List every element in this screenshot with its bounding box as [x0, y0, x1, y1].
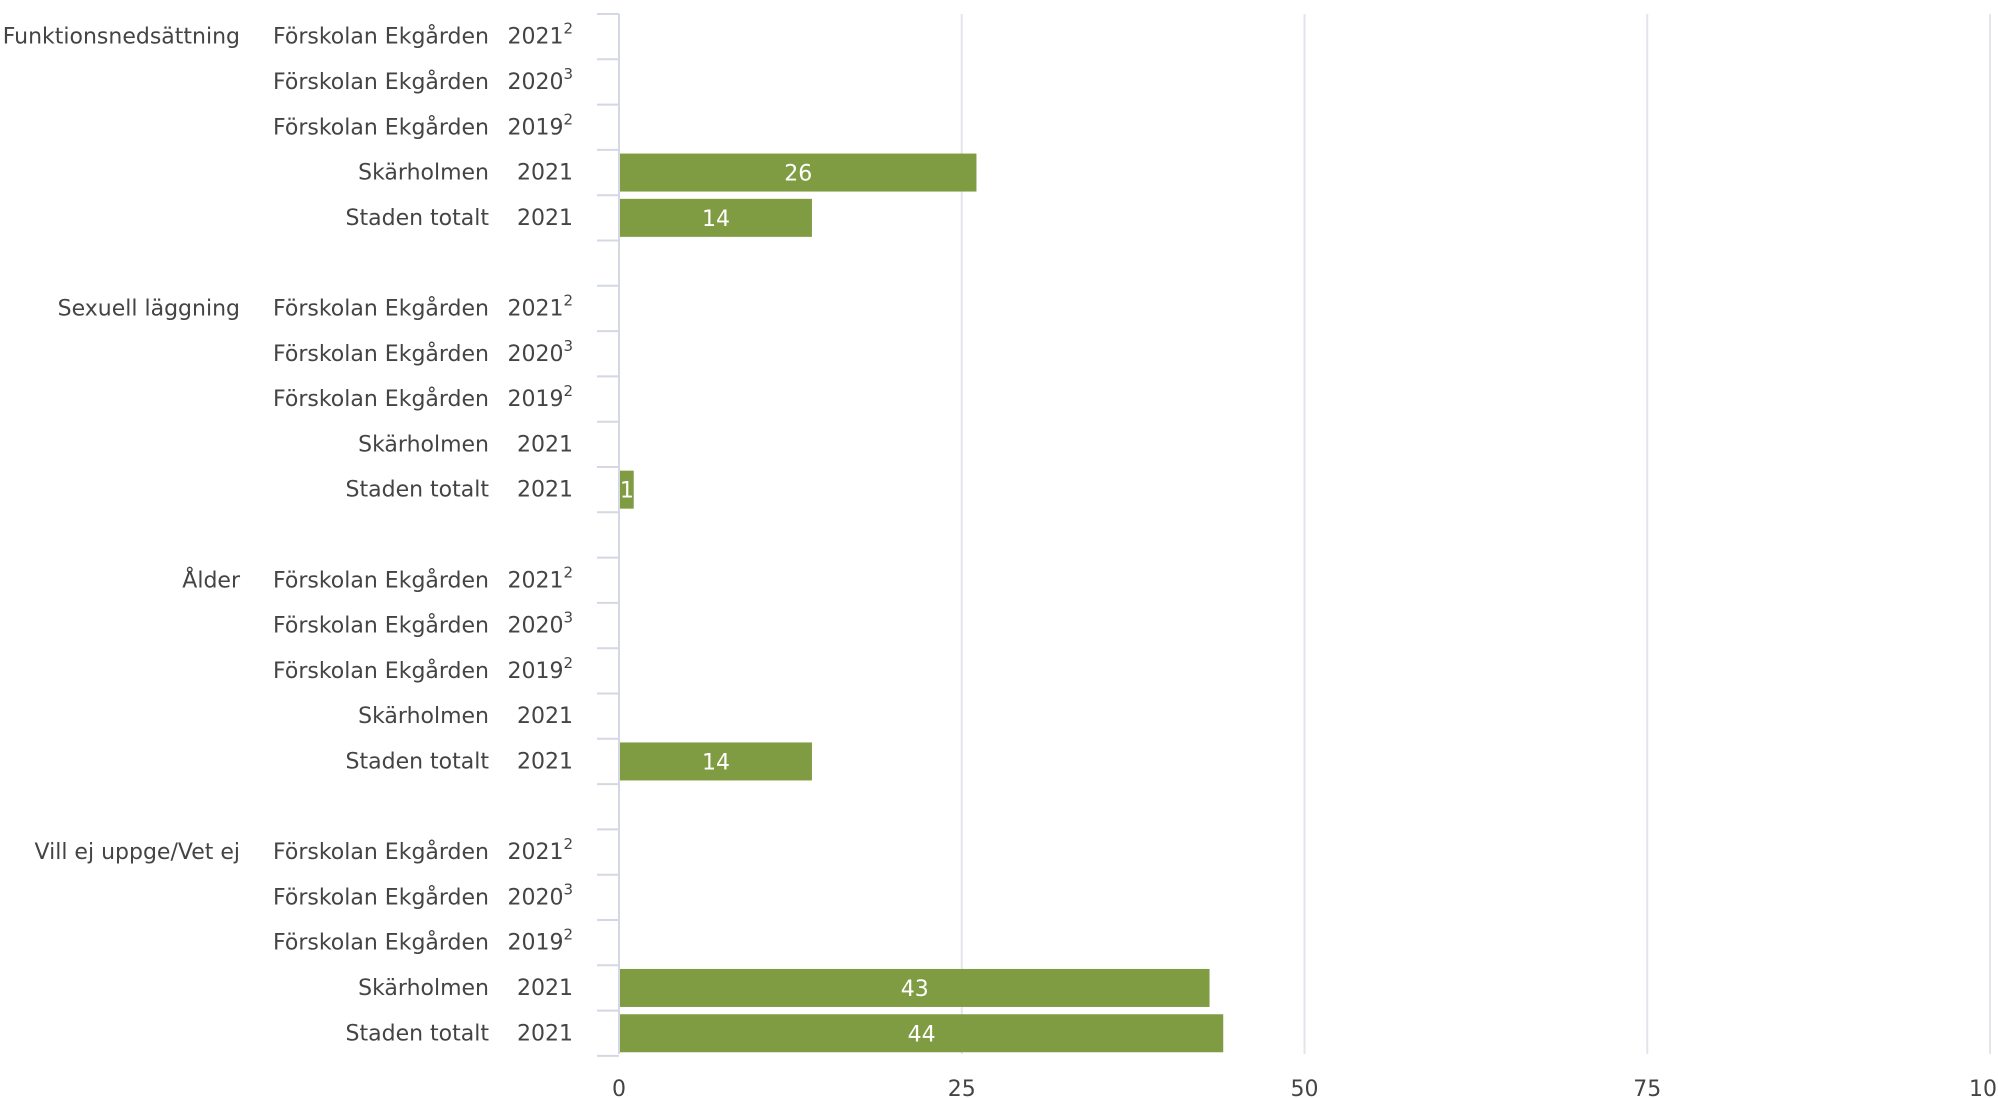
- category-label: Förskolan Ekgården: [273, 613, 489, 639]
- year-label: 2021: [517, 976, 573, 1001]
- category-label: Förskolan Ekgården: [273, 658, 489, 684]
- category-label: Staden totalt: [346, 206, 490, 231]
- data-label: 1: [620, 479, 634, 504]
- year-label: 20203: [507, 65, 573, 95]
- category-label: Förskolan Ekgården: [273, 114, 489, 140]
- category-label: Förskolan Ekgården: [273, 24, 489, 50]
- category-label: Skärholmen: [358, 976, 489, 1001]
- x-tick-label: 0: [612, 1077, 626, 1098]
- year-label: 20212: [507, 20, 573, 50]
- year-label: 20203: [507, 337, 573, 367]
- year-label: 2021: [517, 161, 573, 186]
- bar: [620, 1014, 1224, 1053]
- year-label: 2021: [517, 478, 573, 503]
- bar: [620, 198, 812, 237]
- category-label: Staden totalt: [346, 1021, 490, 1046]
- x-tick-label: 50: [1291, 1077, 1319, 1098]
- data-label: 14: [702, 750, 730, 775]
- category-label: Förskolan Ekgården: [273, 386, 489, 412]
- year-label: 20212: [507, 563, 573, 593]
- bar: [620, 470, 634, 509]
- year-label: 2021: [517, 1021, 573, 1046]
- category-label: Förskolan Ekgården: [273, 341, 489, 367]
- year-label: 20212: [507, 835, 573, 865]
- year-label: 20203: [507, 880, 573, 910]
- year-label: 2021: [517, 206, 573, 231]
- category-label: Skärholmen: [358, 704, 489, 729]
- category-label: Förskolan Ekgården: [273, 884, 489, 910]
- category-label: Förskolan Ekgården: [273, 69, 489, 95]
- data-label: 26: [784, 162, 812, 187]
- category-label: Förskolan Ekgården: [273, 567, 489, 593]
- x-tick-label: 100: [1969, 1077, 1998, 1098]
- data-label: 43: [901, 977, 929, 1002]
- year-label: 20192: [507, 110, 573, 140]
- bar: [620, 742, 812, 781]
- category-label: Förskolan Ekgården: [273, 930, 489, 956]
- year-label: 20192: [507, 382, 573, 412]
- year-label: 2021: [517, 432, 573, 457]
- year-label: 2021: [517, 704, 573, 729]
- group-label: Ålder: [182, 566, 241, 593]
- category-label: Förskolan Ekgården: [273, 295, 489, 321]
- category-label: Skärholmen: [358, 432, 489, 457]
- data-label: 14: [702, 207, 730, 232]
- year-label: 20192: [507, 654, 573, 684]
- group-label: Sexuell läggning: [58, 296, 240, 321]
- group-label: Vill ej uppge/Vet ej: [35, 840, 240, 865]
- category-label: Staden totalt: [346, 749, 490, 774]
- year-label: 20203: [507, 609, 573, 639]
- year-label: 2021: [517, 749, 573, 774]
- year-label: 20192: [507, 926, 573, 956]
- category-label: Skärholmen: [358, 161, 489, 186]
- category-label: Staden totalt: [346, 478, 490, 503]
- bar: [620, 968, 1210, 1007]
- group-label: Funktionsnedsättning: [3, 25, 240, 50]
- year-label: 20212: [507, 291, 573, 321]
- category-label: Förskolan Ekgården: [273, 839, 489, 865]
- data-label: 44: [908, 1022, 936, 1047]
- x-tick-label: 25: [948, 1077, 976, 1098]
- x-tick-label: 75: [1633, 1077, 1661, 1098]
- bar: [620, 153, 977, 192]
